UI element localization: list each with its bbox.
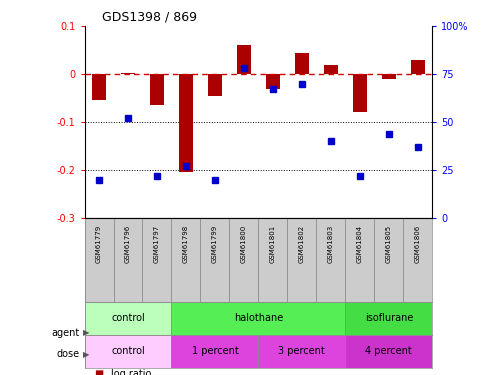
Bar	[92, 74, 106, 100]
Text: ▶: ▶	[83, 350, 89, 359]
Bar	[295, 53, 309, 74]
Text: GSM61800: GSM61800	[241, 225, 247, 263]
Text: GSM61798: GSM61798	[183, 225, 189, 263]
Text: GSM61806: GSM61806	[415, 225, 421, 263]
Bar	[324, 64, 338, 74]
Bar	[171, 218, 200, 302]
Text: agent: agent	[52, 328, 80, 338]
Text: isoflurane: isoflurane	[365, 313, 413, 323]
Bar	[345, 218, 374, 302]
Text: dose: dose	[57, 350, 80, 359]
Bar	[345, 334, 432, 368]
Bar	[150, 74, 164, 105]
Bar	[171, 334, 258, 368]
Bar	[287, 218, 316, 302]
Bar	[85, 302, 171, 334]
Bar	[85, 334, 171, 368]
Text: 3 percent: 3 percent	[279, 346, 325, 356]
Bar	[345, 302, 432, 334]
Text: GSM61796: GSM61796	[125, 225, 131, 263]
Bar	[200, 218, 229, 302]
Text: 4 percent: 4 percent	[366, 346, 412, 356]
Text: 1 percent: 1 percent	[192, 346, 238, 356]
Text: GSM61802: GSM61802	[299, 225, 305, 262]
Text: ▶: ▶	[83, 328, 89, 338]
Text: GSM61779: GSM61779	[96, 225, 102, 263]
Bar	[382, 74, 396, 79]
Bar	[266, 74, 280, 88]
Text: control: control	[111, 346, 145, 356]
Bar	[171, 302, 345, 334]
Text: log ratio: log ratio	[111, 369, 152, 375]
Bar	[142, 218, 171, 302]
Text: GSM61803: GSM61803	[328, 225, 334, 263]
Bar	[374, 218, 403, 302]
Bar	[85, 218, 114, 302]
Bar	[179, 74, 193, 172]
Text: halothane: halothane	[234, 313, 283, 323]
Text: GSM61801: GSM61801	[270, 225, 276, 263]
Text: GSM61804: GSM61804	[357, 225, 363, 262]
Bar	[353, 74, 367, 112]
Bar	[403, 218, 432, 302]
Bar	[258, 218, 287, 302]
Text: GSM61797: GSM61797	[154, 225, 160, 263]
Bar	[411, 60, 425, 74]
Bar	[208, 74, 222, 96]
Bar	[258, 334, 345, 368]
Bar	[237, 45, 251, 74]
Text: GSM61799: GSM61799	[212, 225, 218, 263]
Text: GSM61805: GSM61805	[386, 225, 392, 262]
Text: control: control	[111, 313, 145, 323]
Bar	[316, 218, 345, 302]
Text: GDS1398 / 869: GDS1398 / 869	[102, 11, 197, 24]
Bar	[121, 73, 135, 74]
Bar	[114, 218, 142, 302]
Bar	[229, 218, 258, 302]
Text: ■: ■	[94, 369, 103, 375]
